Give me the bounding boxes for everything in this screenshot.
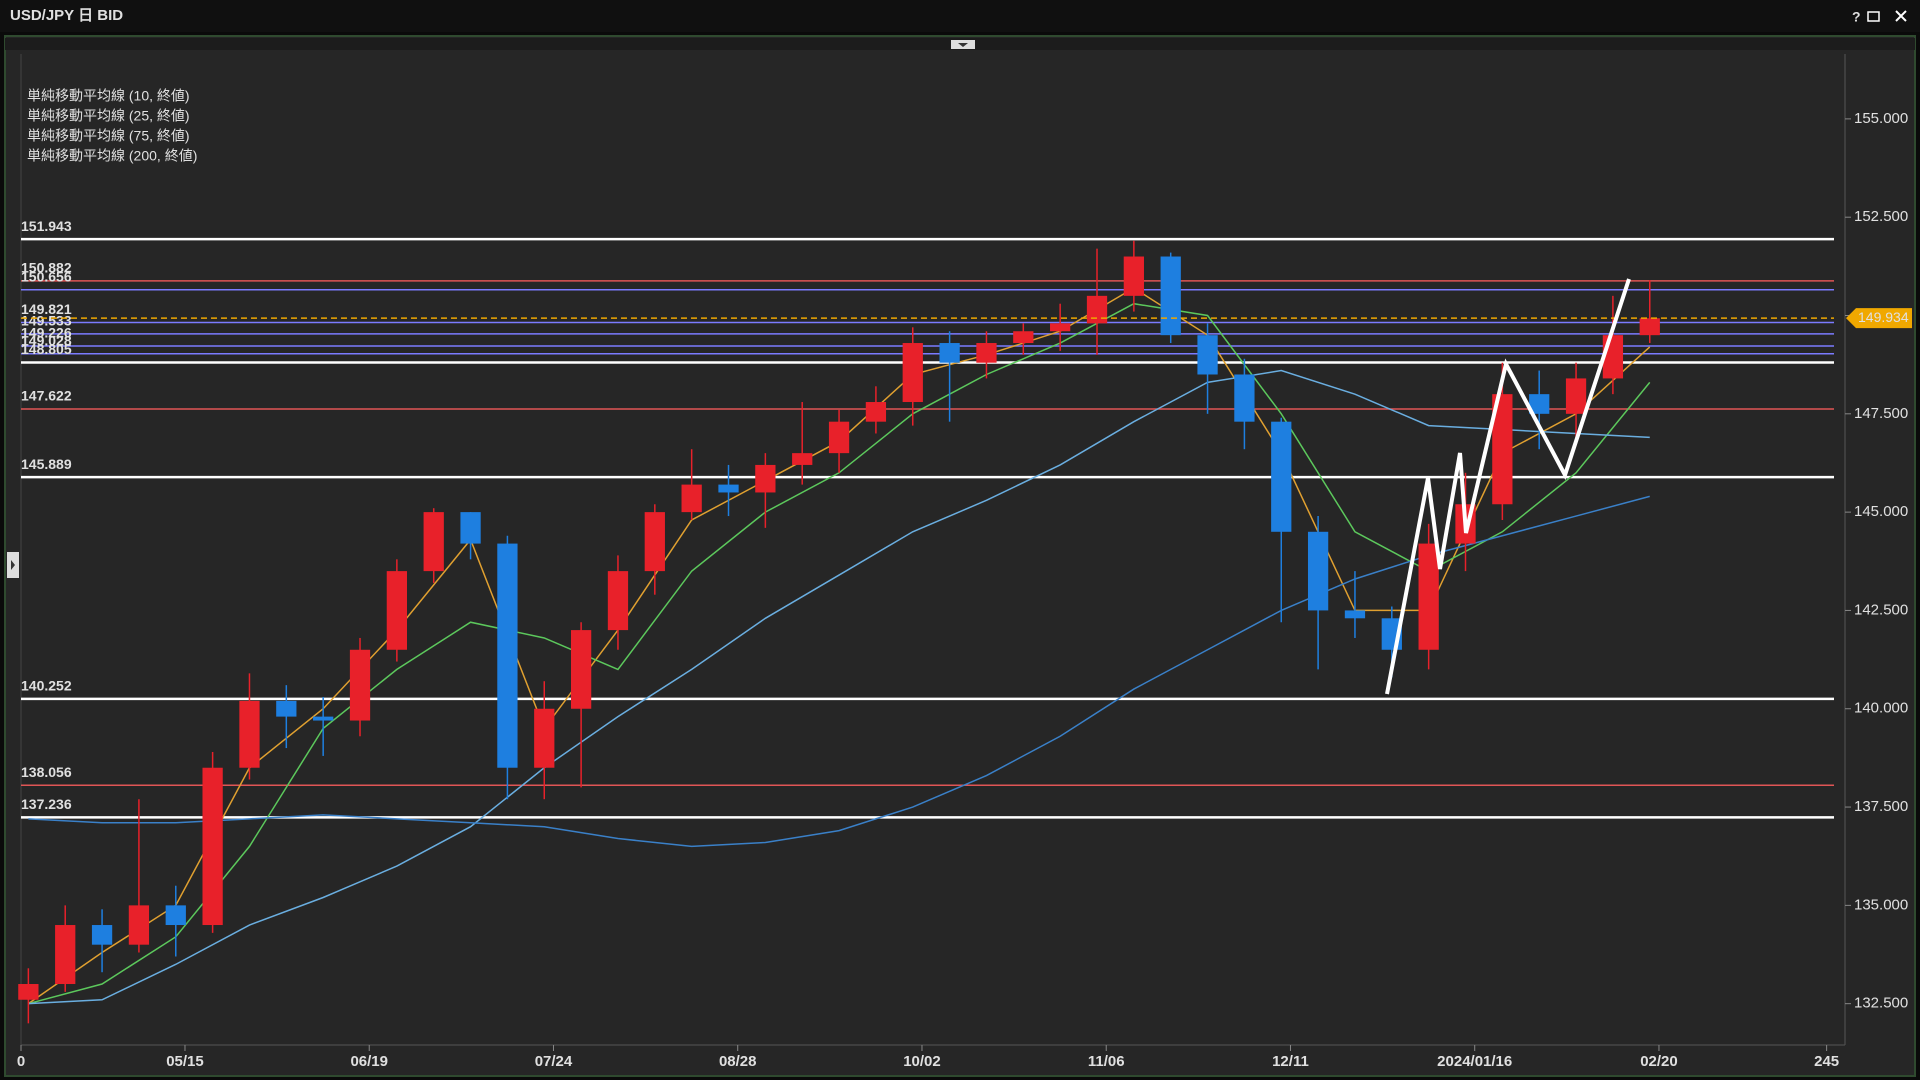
level-label: 149.533 [21, 313, 72, 329]
y-tick-label: 135.000 [1854, 896, 1908, 913]
candle-body [18, 984, 39, 1000]
level-label: 149.821 [21, 301, 72, 317]
x-tick-label: 06/19 [350, 1053, 388, 1070]
x-tick-label: 245 [1814, 1053, 1839, 1070]
x-tick-label: 0 [17, 1053, 25, 1070]
candle-body [681, 484, 702, 513]
candle-body [423, 512, 444, 572]
level-label: 137.236 [21, 796, 72, 812]
y-tick-label: 140.000 [1854, 700, 1908, 717]
candle-body [607, 571, 629, 631]
legend-entry: 単純移動平均線 (25, 終値) [27, 108, 190, 124]
candle-body [570, 630, 592, 709]
candle-body [792, 453, 813, 465]
candle-body [1086, 295, 1108, 324]
last-price-tag [1846, 308, 1912, 329]
level-label: 150.656 [21, 268, 72, 284]
maximize-button[interactable] [1867, 11, 1880, 22]
y-tick-label: 147.500 [1854, 405, 1908, 422]
x-tick-label: 05/15 [166, 1053, 204, 1070]
candle-body [939, 343, 960, 363]
candle-body [202, 767, 223, 926]
candle-body [1234, 374, 1255, 422]
y-tick-label: 142.500 [1854, 601, 1908, 618]
plot: 132.500 135.000 137.500 140.000 142.500 145.0… [17, 88, 1912, 1070]
legend-entry: 単純移動平均線 (200, 終値) [27, 148, 197, 164]
candle-body [1160, 256, 1181, 336]
candle-body [976, 343, 997, 363]
candle-body [1492, 394, 1513, 505]
level-label: 138.056 [21, 764, 72, 780]
candle-body [386, 571, 407, 650]
close-button[interactable] [1895, 10, 1907, 22]
candle-body [1344, 610, 1366, 619]
candle-body [902, 343, 923, 403]
candle-body [165, 905, 186, 926]
level-label: 150.882 [21, 260, 72, 276]
level-label: 145.889 [21, 456, 72, 472]
x-tick-label: 07/24 [535, 1053, 573, 1070]
y-tick-label: 152.500 [1854, 208, 1908, 225]
collapse-arrow [958, 43, 968, 47]
candle-body [1307, 531, 1329, 611]
candle-body [1602, 335, 1624, 379]
candle-body [865, 402, 887, 422]
moving-average [28, 495, 1650, 848]
level-label: 149.028 [21, 332, 72, 348]
candle-body [91, 925, 113, 945]
x-tick-label: 02/20 [1640, 1053, 1678, 1070]
candle-body [1050, 323, 1071, 332]
candle-body [239, 700, 260, 768]
candle-body [1197, 335, 1218, 375]
x-tick-label: 11/06 [1088, 1053, 1125, 1070]
legend-entry: 単純移動平均線 (10, 終値) [27, 88, 190, 104]
moving-average [28, 369, 1650, 1005]
legend-entry: 単純移動平均線 (75, 終値) [27, 128, 190, 144]
candle-body [55, 925, 76, 985]
candle-body [718, 484, 739, 493]
level-label: 148.805 [21, 341, 72, 357]
candle-body [1529, 394, 1550, 414]
y-tick-label: 155.000 [1854, 110, 1908, 127]
candle-body [349, 649, 371, 721]
candle-body [828, 421, 850, 454]
candle-body [276, 700, 297, 717]
candle-body [534, 708, 555, 768]
x-tick-label: 2024/01/16 [1437, 1053, 1512, 1070]
candle-body [1565, 378, 1587, 414]
x-tick-label: 08/28 [719, 1053, 757, 1070]
candle-body [1013, 331, 1034, 344]
candle-body [128, 905, 150, 945]
trend-annotation [1385, 278, 1631, 695]
window-title: USD/JPY 日 BID [10, 7, 123, 24]
side-arrow [11, 560, 15, 570]
candle-body [1271, 421, 1292, 532]
candle-body [1639, 318, 1660, 336]
candle-body [460, 512, 481, 544]
x-tick-label: 10/02 [903, 1053, 941, 1070]
candle-body [497, 543, 518, 768]
help-button[interactable]: ? [1852, 9, 1861, 25]
candle-body [1123, 256, 1144, 296]
candle-body [644, 512, 665, 572]
level-label: 151.943 [21, 218, 72, 234]
level-label: 147.622 [21, 388, 72, 404]
y-tick-label: 145.000 [1854, 503, 1908, 520]
level-label: 140.252 [21, 678, 72, 694]
chart-panel [4, 35, 1916, 1077]
candle-body [313, 716, 334, 721]
level-label: 149.226 [21, 325, 72, 341]
title-bar [0, 0, 1920, 32]
y-tick-label: 137.500 [1854, 798, 1908, 815]
x-tick-label: 12/11 [1272, 1053, 1309, 1070]
candle-body [1418, 543, 1439, 650]
candle-body [755, 464, 776, 493]
last-price-label: 149.934 [1858, 309, 1909, 325]
y-tick-label: 132.500 [1854, 995, 1908, 1012]
